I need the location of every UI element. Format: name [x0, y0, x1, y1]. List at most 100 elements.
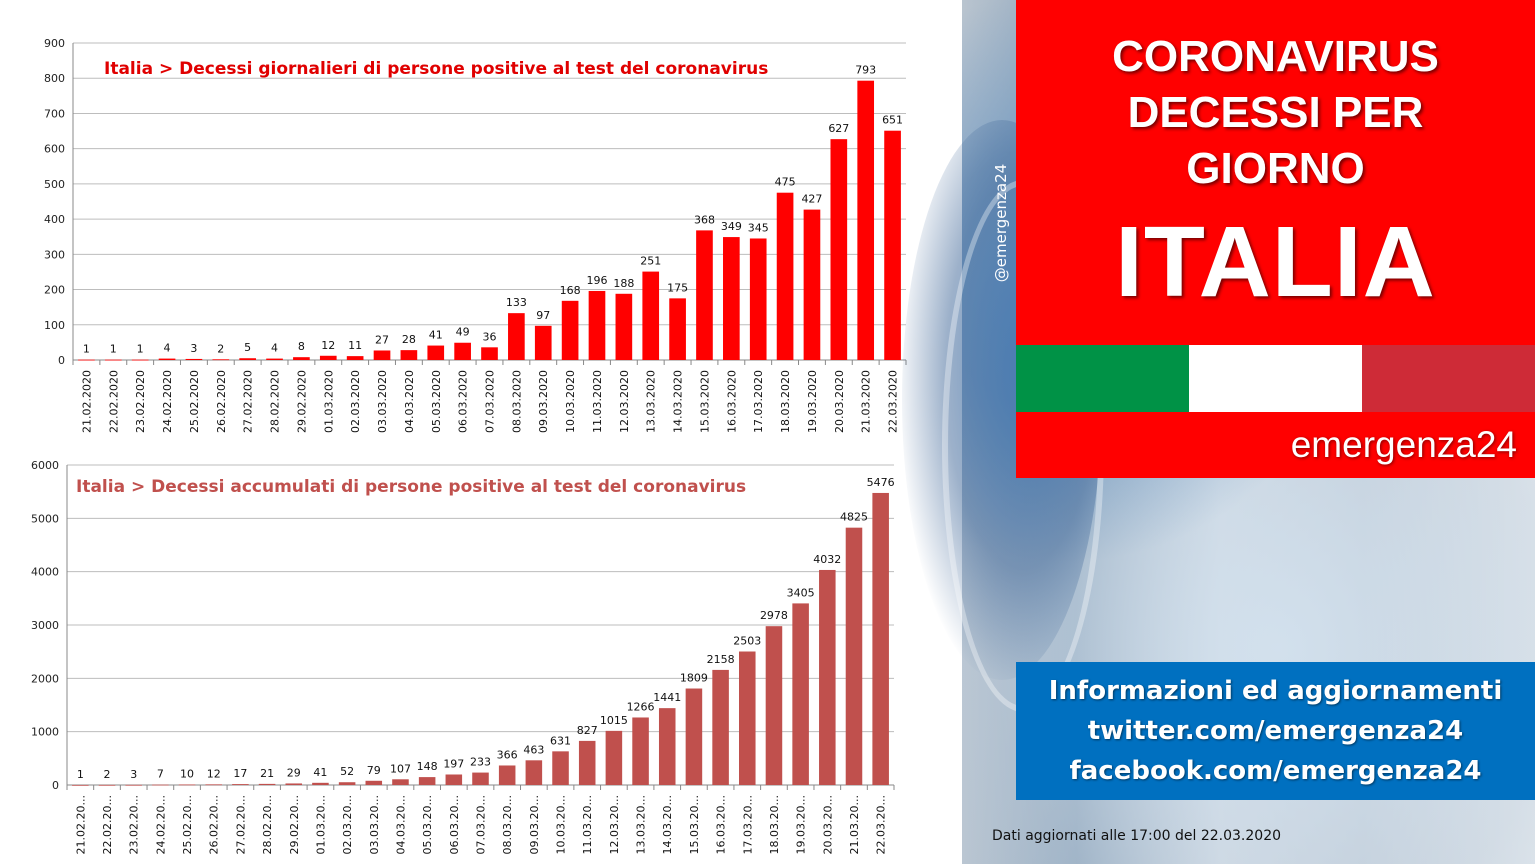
data-label: 107	[390, 762, 411, 775]
x-tick-label: 29.02.2020	[295, 370, 308, 433]
y-tick-label: 600	[44, 143, 65, 156]
x-tick-label: 25.02.20...	[181, 795, 194, 854]
x-tick-label: 19.03.20...	[795, 795, 808, 854]
data-label: 8	[298, 340, 305, 353]
italian-flag	[1016, 345, 1535, 412]
x-tick-label: 11.03.2020	[591, 370, 604, 433]
x-tick-label: 21.02.20...	[74, 795, 87, 854]
bar	[696, 230, 713, 360]
bar	[285, 783, 303, 785]
bar	[472, 772, 489, 785]
x-tick-label: 02.03.2020	[349, 370, 362, 433]
bar	[258, 783, 276, 785]
bar	[418, 777, 436, 785]
data-label: 175	[667, 281, 688, 294]
bar	[78, 359, 95, 361]
bar	[872, 492, 889, 785]
bar	[346, 356, 364, 360]
data-label: 4825	[840, 511, 868, 524]
data-label: 366	[497, 748, 518, 761]
x-tick-label: 12.03.20...	[608, 795, 621, 854]
data-label: 12	[321, 339, 335, 352]
handle-text: @emergenza24	[992, 163, 1010, 283]
data-label: 1	[77, 768, 84, 781]
x-tick-label: 26.02.20...	[208, 795, 221, 854]
bar	[819, 569, 836, 785]
bar	[152, 784, 169, 786]
y-tick-label: 2000	[31, 672, 59, 685]
y-tick-label: 0	[58, 354, 65, 367]
bar	[293, 357, 310, 360]
bar	[605, 730, 623, 785]
data-label: 4032	[813, 553, 841, 566]
x-tick-label: 25.02.2020	[188, 370, 201, 433]
data-label: 41	[313, 766, 327, 779]
x-tick-label: 04.03.20...	[394, 795, 407, 854]
x-tick-label: 10.03.2020	[564, 370, 577, 433]
x-tick-label: 26.02.2020	[215, 370, 228, 433]
x-tick-label: 27.02.20...	[234, 795, 247, 854]
bar	[578, 740, 596, 785]
data-label: 21	[260, 767, 274, 780]
flag-green-stripe	[1016, 345, 1189, 412]
data-label: 197	[443, 757, 464, 770]
data-label: 5	[244, 341, 251, 354]
y-tick-label: 700	[44, 107, 65, 120]
data-label: 52	[340, 765, 354, 778]
data-label: 188	[613, 277, 634, 290]
data-label: 133	[506, 296, 527, 309]
data-label: 827	[577, 724, 598, 737]
bar	[365, 780, 383, 785]
data-label: 79	[367, 764, 381, 777]
data-label: 27	[375, 333, 389, 346]
bar	[72, 784, 89, 786]
data-label: 4	[164, 342, 171, 355]
data-label: 2	[104, 768, 111, 781]
x-tick-label: 08.03.20...	[501, 795, 514, 854]
bar	[685, 688, 703, 785]
data-label: 168	[560, 284, 581, 297]
data-label: 148	[417, 760, 438, 773]
charts-area: 0 100 200 300 400 500 600 700 800 900 Italia > Dec…	[31, 37, 907, 855]
info-facebook-link[interactable]: facebook.com/emergenza24	[1069, 756, 1482, 786]
bar	[392, 779, 409, 785]
bar	[104, 359, 122, 361]
bar	[427, 345, 445, 360]
data-label: 1266	[627, 700, 655, 713]
bar	[669, 298, 686, 360]
bar	[792, 603, 809, 785]
bar	[534, 325, 552, 360]
info-twitter-link[interactable]: twitter.com/emergenza24	[1087, 716, 1464, 746]
data-label: 251	[640, 255, 661, 268]
x-tick-label: 18.03.20...	[768, 795, 781, 854]
daily-deaths-chart: 0 100 200 300 400 500 600 700 800 900 Italia > Dec…	[44, 37, 907, 433]
title-line-3: GIORNO	[1186, 144, 1365, 193]
y-tick-label: 0	[52, 779, 59, 792]
flag-red-stripe	[1362, 345, 1535, 412]
y-tick-label: 500	[44, 178, 65, 191]
bar	[803, 209, 821, 360]
x-tick-label: 29.02.20...	[288, 795, 301, 854]
bar	[454, 342, 471, 360]
data-label: 3	[190, 342, 197, 355]
info-box: Informazioni ed aggiornamenti twitter.co…	[1016, 662, 1535, 800]
update-note: Dati aggiornati alle 17:00 del 22.03.202…	[992, 828, 1282, 844]
bar	[178, 784, 196, 786]
x-tick-label: 08.03.2020	[510, 370, 523, 433]
y-tick-label: 400	[44, 213, 65, 226]
x-tick-label: 22.02.2020	[107, 370, 120, 433]
x-tick-label: 05.03.20...	[421, 795, 434, 854]
x-tick-label: 18.03.2020	[779, 370, 792, 433]
data-label: 793	[855, 64, 876, 77]
data-label: 427	[801, 193, 822, 206]
bar	[498, 765, 516, 785]
x-tick-label: 28.02.2020	[269, 370, 282, 433]
bar	[481, 347, 498, 360]
bar	[588, 290, 606, 360]
bar	[739, 651, 756, 785]
brand-bar: emergenza24	[1016, 412, 1535, 478]
title-line-1: CORONAVIRUS	[1112, 32, 1439, 81]
x-tick-label: 13.03.20...	[635, 795, 648, 854]
x-tick-label: 01.03.2020	[322, 370, 335, 433]
x-tick-label: 23.02.2020	[134, 370, 147, 433]
